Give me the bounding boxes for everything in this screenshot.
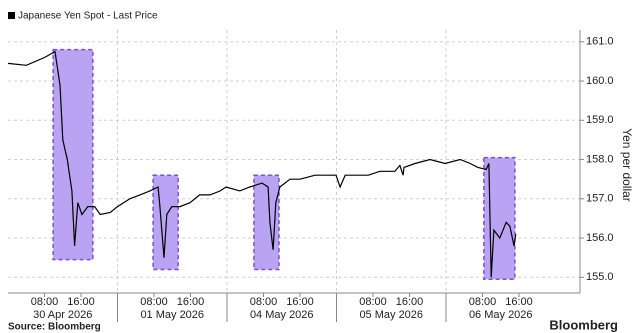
x-tick-label: 16:00 [286,296,314,308]
x-tick-label: 16:00 [396,296,424,308]
y-tick-label: 155.0 [586,271,614,283]
x-tick-label: 08:00 [140,296,168,308]
y-tick-label: 158.0 [586,153,614,165]
x-tick-label: 08:00 [31,296,59,308]
x-tick-label: 08:00 [469,296,497,308]
x-tick-label: 16:00 [67,296,95,308]
logo: Bloomberg [549,317,618,332]
x-group-label: 01 May 2026 [140,309,204,321]
x-tick-label: 08:00 [359,296,387,308]
y-axis-title: Yen per dollar [620,128,634,202]
x-group-label: 04 May 2026 [250,309,314,321]
highlight-box [152,174,179,271]
y-tick-label: 160.0 [586,75,614,87]
x-tick-label: 16:00 [177,296,205,308]
x-tick-label: 08:00 [250,296,278,308]
y-tick-label: 159.0 [586,114,614,126]
y-tick-label: 156.0 [586,232,614,244]
price-line [7,50,517,278]
x-tick-label: 16:00 [505,296,533,308]
x-group-label: 30 Apr 2026 [33,309,92,321]
x-group-label: 05 May 2026 [359,309,423,321]
x-group-label: 06 May 2026 [469,309,533,321]
highlight-box [483,156,516,281]
legend-swatch [8,12,15,19]
source: Source: Bloomberg [8,322,101,333]
y-tick-label: 161.0 [586,36,614,48]
legend-label: Japanese Yen Spot - Last Price [18,11,158,22]
y-tick-label: 157.0 [586,193,614,205]
